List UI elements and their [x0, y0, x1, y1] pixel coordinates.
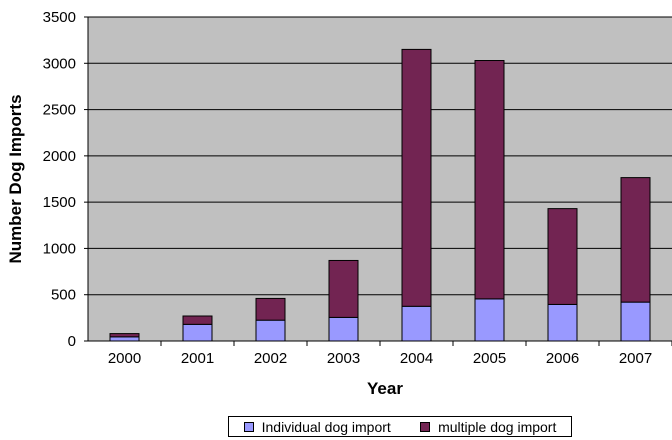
- legend: Individual dog import multiple dog impor…: [228, 416, 572, 437]
- bar-multiple-2000: [109, 333, 140, 338]
- bar-individual-2005: [474, 298, 505, 342]
- bar-individual-2007: [620, 301, 651, 342]
- x-tick-labels: 2000 2001 2002 2003 2004 2005 2006 2007: [108, 341, 672, 367]
- y-tick-labels: 0 500 1000 1500 2000 2500 3000 3500: [43, 9, 88, 350]
- x-tick-label: 2004: [400, 350, 433, 367]
- x-tick-label: 2003: [327, 350, 360, 367]
- x-tick-label: 2000: [108, 350, 141, 367]
- legend-item-multiple: multiple dog import: [420, 419, 556, 435]
- gridlines: [88, 16, 672, 296]
- bar-individual-2006: [547, 303, 578, 342]
- y-axis-title: Number Dog Imports: [6, 94, 25, 263]
- bar-individual-2001: [182, 323, 213, 342]
- legend-label-multiple: multiple dog import: [438, 418, 557, 435]
- bar-multiple-2001: [182, 315, 213, 325]
- legend-item-individual: Individual dog import: [243, 418, 391, 435]
- y-tick-label: 3500: [43, 9, 76, 26]
- y-tick-label: 2500: [43, 102, 76, 119]
- bar-individual-2002: [255, 319, 286, 342]
- bar-individual-2003: [328, 316, 359, 342]
- x-tick-label: 2001: [181, 350, 214, 367]
- y-tick-label: 1000: [43, 240, 76, 257]
- y-tick-label: 500: [51, 287, 76, 304]
- y-tick-label: 3000: [43, 55, 76, 72]
- plot-area: [88, 17, 672, 341]
- x-tick-label: 2006: [546, 350, 579, 367]
- bar-multiple-2006: [547, 208, 578, 305]
- bar-multiple-2007: [620, 177, 651, 303]
- y-tick-label: 0: [68, 333, 76, 350]
- x-axis-title: Year: [367, 379, 403, 398]
- x-tick-label: 2007: [619, 350, 652, 367]
- bar-multiple-2002: [255, 297, 286, 321]
- y-tick-label: 1500: [43, 194, 76, 211]
- y-tick-label: 2000: [43, 148, 76, 165]
- bar-individual-2004: [401, 305, 432, 342]
- bar-individual-2000: [109, 336, 140, 342]
- bar-multiple-2005: [474, 60, 505, 300]
- x-tick-label: 2005: [473, 350, 506, 367]
- legend-swatch-multiple: [420, 421, 431, 432]
- legend-label-individual: Individual dog import: [261, 418, 391, 435]
- x-tick-label: 2002: [254, 350, 287, 367]
- bar-multiple-2004: [401, 48, 432, 307]
- bars: [109, 48, 651, 342]
- bar-multiple-2003: [328, 259, 359, 318]
- legend-swatch-individual: [243, 421, 254, 432]
